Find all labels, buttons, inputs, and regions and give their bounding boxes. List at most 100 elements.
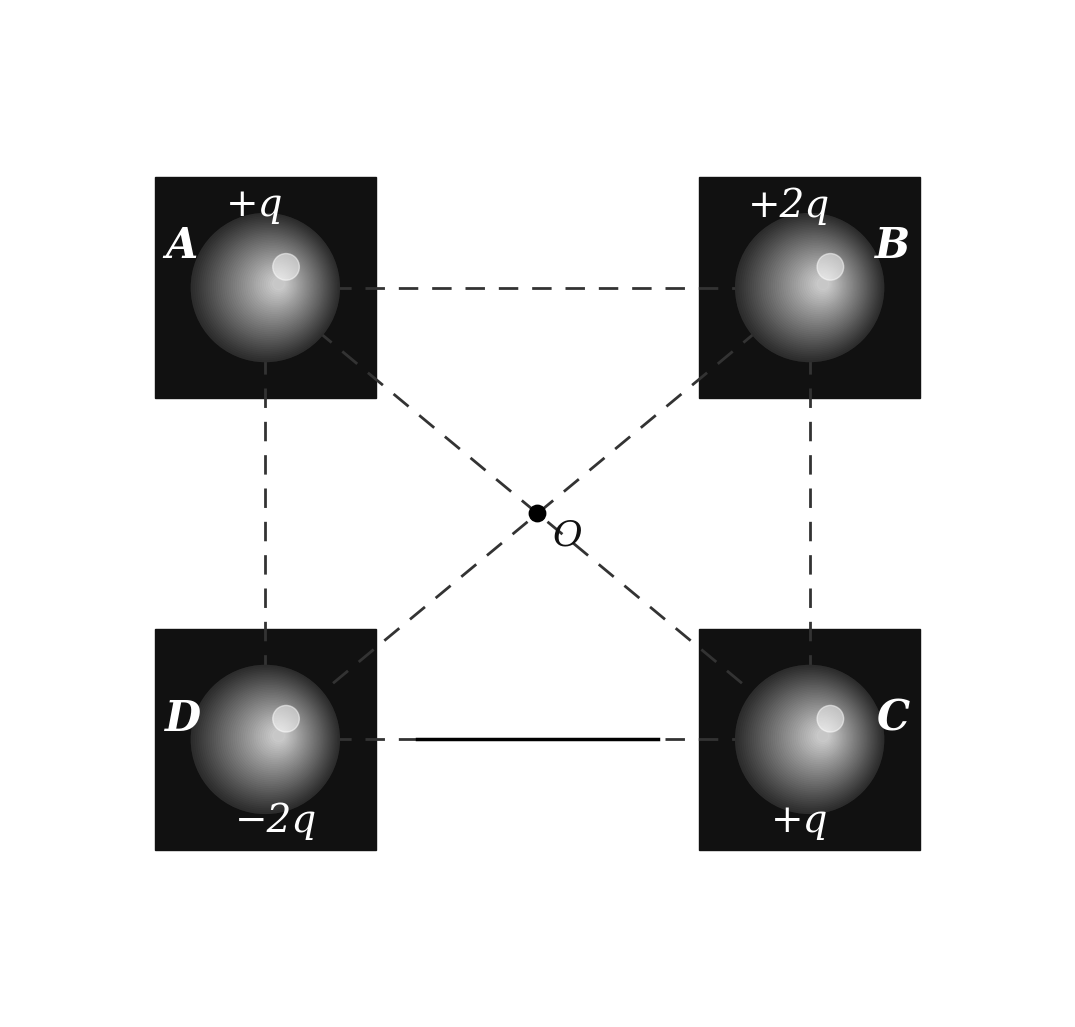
Circle shape [233, 246, 312, 325]
Circle shape [267, 725, 289, 748]
Circle shape [254, 263, 297, 306]
Circle shape [771, 693, 860, 783]
Circle shape [191, 665, 340, 813]
Circle shape [245, 257, 303, 313]
Circle shape [744, 220, 878, 354]
Circle shape [777, 698, 856, 776]
Circle shape [244, 707, 304, 767]
Circle shape [242, 254, 305, 317]
Circle shape [790, 709, 847, 765]
Circle shape [238, 250, 309, 321]
Circle shape [242, 706, 305, 769]
Circle shape [802, 266, 839, 303]
Circle shape [223, 238, 318, 334]
Circle shape [273, 730, 285, 741]
Circle shape [273, 706, 299, 732]
Circle shape [235, 700, 310, 774]
Circle shape [240, 252, 307, 319]
Circle shape [794, 712, 844, 762]
Circle shape [198, 219, 335, 356]
Circle shape [813, 274, 832, 294]
Circle shape [194, 668, 338, 811]
Circle shape [216, 685, 322, 792]
Circle shape [225, 240, 317, 332]
Circle shape [784, 703, 851, 771]
Circle shape [209, 679, 328, 799]
Circle shape [811, 725, 833, 748]
Circle shape [748, 224, 875, 350]
Circle shape [735, 665, 884, 813]
Circle shape [801, 265, 840, 304]
Circle shape [766, 690, 862, 786]
Text: O: O [553, 519, 583, 553]
Circle shape [782, 701, 852, 773]
Circle shape [792, 710, 846, 764]
Circle shape [735, 214, 884, 362]
Circle shape [252, 714, 299, 760]
Circle shape [777, 246, 856, 325]
Circle shape [262, 722, 291, 751]
Circle shape [808, 723, 834, 749]
Circle shape [775, 697, 857, 778]
Circle shape [191, 214, 340, 362]
Circle shape [740, 217, 880, 357]
Circle shape [788, 255, 848, 315]
Circle shape [735, 665, 884, 813]
Circle shape [212, 230, 326, 343]
Circle shape [220, 688, 319, 788]
Circle shape [797, 262, 843, 308]
Circle shape [258, 266, 295, 303]
Circle shape [766, 238, 862, 334]
Circle shape [194, 216, 338, 359]
Circle shape [252, 262, 299, 308]
Circle shape [227, 693, 315, 783]
Circle shape [808, 271, 834, 297]
Text: +2q: +2q [748, 187, 830, 225]
Circle shape [759, 232, 869, 341]
Circle shape [264, 723, 290, 749]
Text: A: A [166, 225, 198, 267]
Circle shape [204, 676, 331, 802]
Circle shape [757, 682, 870, 795]
Circle shape [755, 680, 871, 797]
Circle shape [260, 268, 293, 301]
Circle shape [218, 687, 321, 790]
Circle shape [204, 224, 331, 350]
Circle shape [742, 671, 879, 808]
Circle shape [227, 241, 315, 331]
Circle shape [759, 684, 869, 793]
Circle shape [813, 726, 832, 746]
Text: B: B [875, 225, 909, 267]
Circle shape [269, 274, 287, 294]
Circle shape [273, 254, 299, 280]
Circle shape [233, 698, 312, 776]
Circle shape [755, 228, 871, 345]
Circle shape [247, 710, 301, 764]
Circle shape [206, 225, 329, 348]
Circle shape [746, 222, 876, 352]
Circle shape [740, 669, 880, 809]
Circle shape [763, 235, 865, 338]
Circle shape [784, 252, 851, 319]
Circle shape [202, 674, 332, 804]
Circle shape [817, 254, 844, 280]
Circle shape [273, 278, 285, 290]
Circle shape [794, 260, 844, 310]
Circle shape [815, 276, 830, 292]
Circle shape [191, 214, 340, 362]
Circle shape [264, 271, 290, 297]
Circle shape [271, 276, 286, 292]
Circle shape [799, 715, 842, 758]
Circle shape [815, 728, 830, 744]
Circle shape [247, 258, 301, 312]
Circle shape [220, 236, 319, 336]
Circle shape [737, 668, 883, 811]
Circle shape [223, 690, 318, 786]
Circle shape [786, 706, 850, 769]
Circle shape [262, 270, 291, 299]
Circle shape [271, 728, 286, 744]
Circle shape [211, 228, 327, 345]
Circle shape [769, 692, 861, 784]
Circle shape [206, 677, 329, 800]
Text: +q: +q [227, 187, 284, 225]
